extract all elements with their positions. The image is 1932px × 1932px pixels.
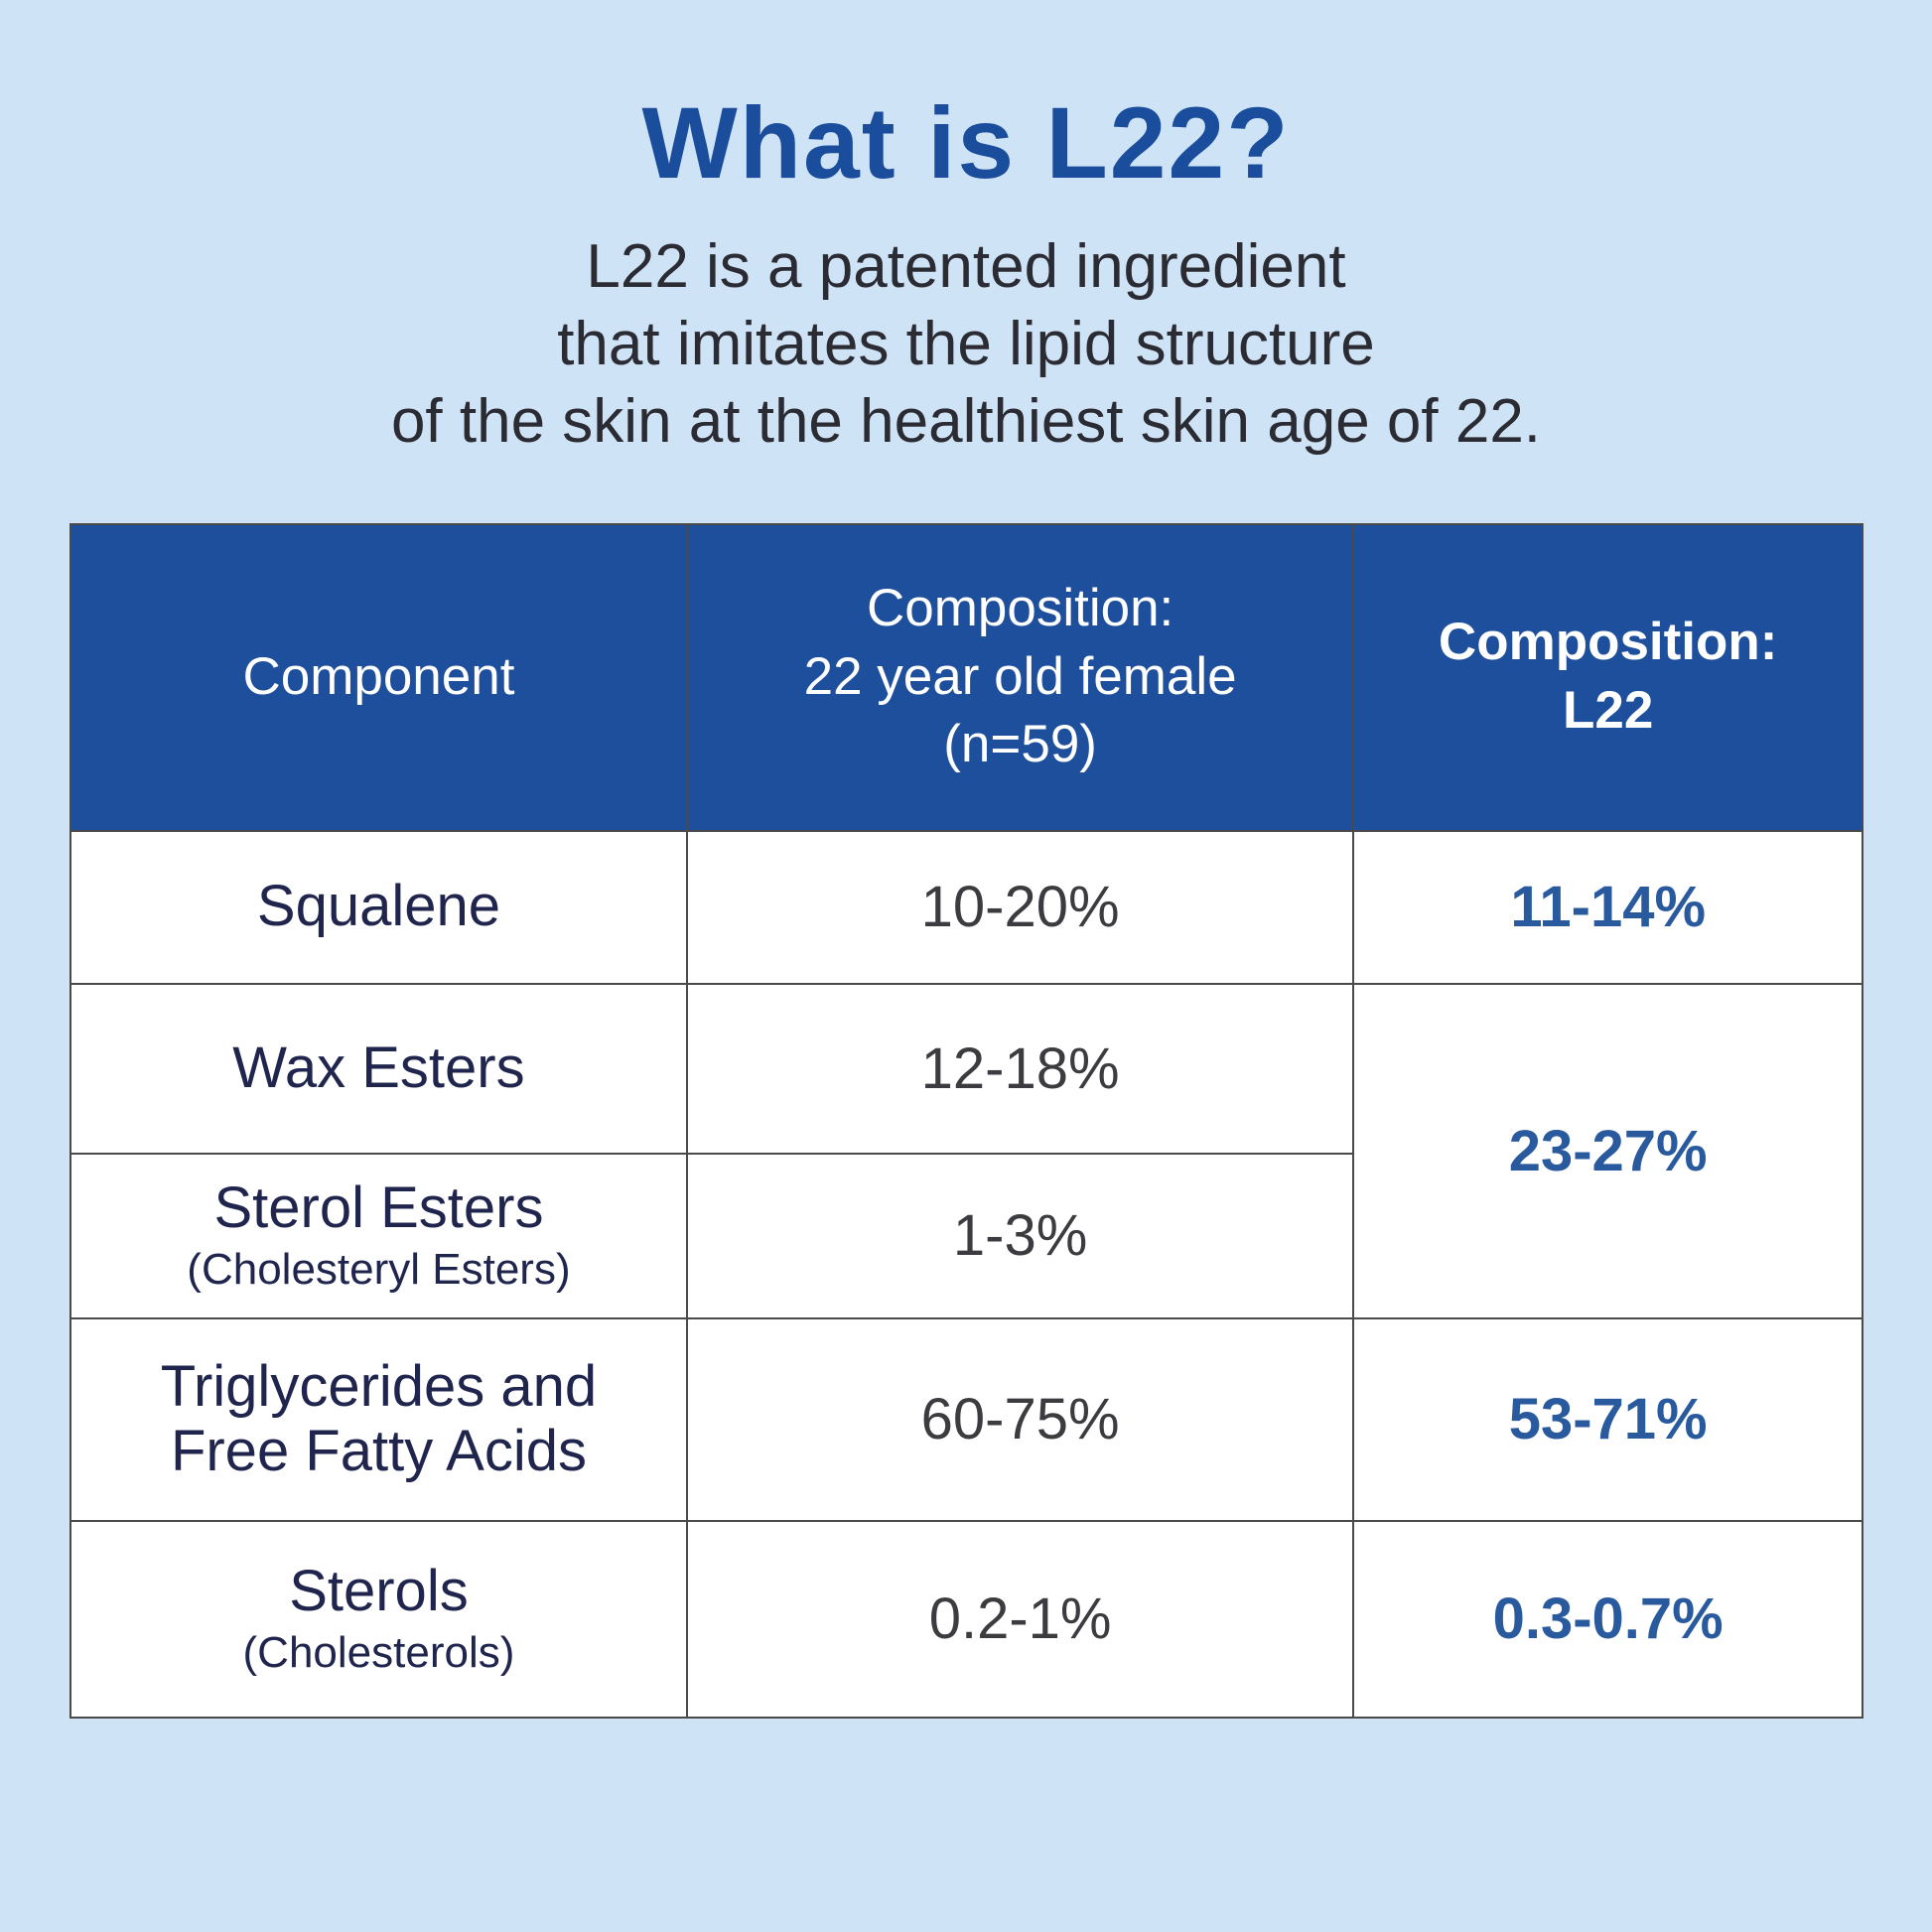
page-title: What is L22?	[641, 86, 1291, 200]
table-header-row: Component Composition: 22 year old femal…	[69, 522, 1863, 832]
cell-l22-value-sterols: 0.3-0.7%	[1352, 1519, 1863, 1719]
table-body: Squalene 10-20% 11-14% Wax Esters 12-18%…	[69, 829, 1863, 1719]
cell-l22-value-squalene: 11-14%	[1352, 829, 1863, 985]
component-name: Sterol Esters	[213, 1174, 544, 1240]
cell-component-triglycerides: Triglycerides and Free Fatty Acids	[69, 1316, 688, 1522]
composition-table: Component Composition: 22 year old femal…	[69, 522, 1863, 1719]
table-header: Component Composition: 22 year old femal…	[69, 522, 1863, 832]
table-row-triglycerides: Triglycerides and Free Fatty Acids 60-75…	[69, 1316, 1863, 1522]
component-note: (Cholesterols)	[242, 1627, 515, 1677]
component-name: Triglycerides and Free Fatty Acids	[160, 1353, 598, 1483]
component-name: Squalene	[256, 874, 501, 939]
cell-l22-value-merged-wax-sterol: 23-27%	[1352, 982, 1863, 1319]
cell-female-value-squalene: 10-20%	[685, 829, 1355, 985]
cell-l22-value-triglycerides: 53-71%	[1352, 1316, 1863, 1522]
page-subtitle: L22 is a patented ingredient that imitat…	[390, 232, 1542, 457]
cell-female-value-wax-esters: 12-18%	[685, 982, 1355, 1155]
table-row-wax-esters: Wax Esters 12-18% 23-27%	[69, 982, 1863, 1319]
table-row-sterols: Sterols (Cholesterols) 0.2-1% 0.3-0.7%	[69, 1519, 1863, 1719]
cell-component-sterols: Sterols (Cholesterols)	[69, 1519, 688, 1719]
table-row-sterol-esters: Sterol Esters (Cholesteryl Esters) 1-3%	[69, 1152, 1863, 1319]
component-note: (Cholesteryl Esters)	[187, 1244, 571, 1294]
table-row-squalene: Squalene 10-20% 11-14%	[69, 829, 1863, 985]
component-name: Wax Esters	[232, 1035, 525, 1100]
cell-component-sterol-esters: Sterol Esters (Cholesteryl Esters)	[69, 1152, 688, 1319]
cell-female-value-triglycerides: 60-75%	[685, 1316, 1355, 1522]
cell-female-value-sterols: 0.2-1%	[685, 1519, 1355, 1719]
header-composition-l22: Composition: L22	[1352, 522, 1863, 832]
cell-component-wax-esters: Wax Esters	[69, 982, 688, 1155]
component-name: Sterols	[289, 1558, 469, 1623]
header-composition-female: Composition: 22 year old female (n=59)	[685, 522, 1355, 832]
header-component: Component	[69, 522, 688, 832]
cell-female-value-sterol-esters: 1-3%	[685, 1152, 1355, 1319]
cell-component-squalene: Squalene	[69, 829, 688, 985]
